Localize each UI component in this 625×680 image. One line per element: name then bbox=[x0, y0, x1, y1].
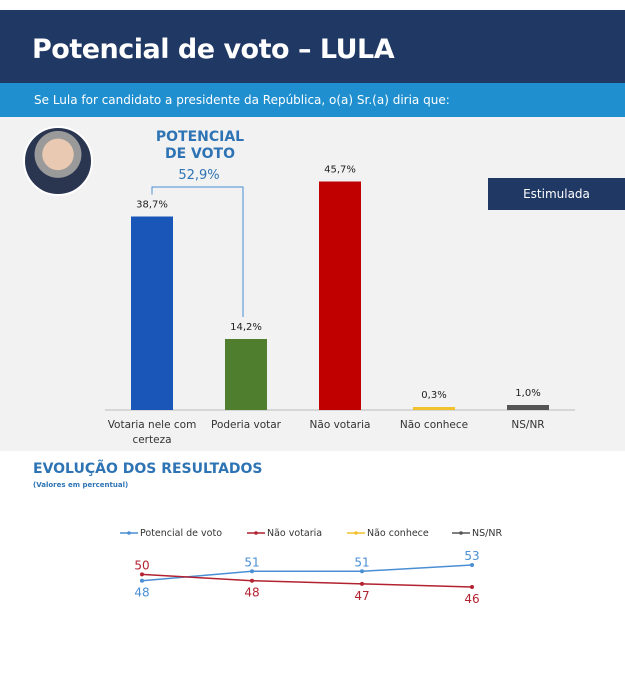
legend-label: Não votaria bbox=[267, 528, 322, 539]
legend-dot bbox=[127, 531, 131, 535]
value-label: 0,3% bbox=[421, 390, 446, 401]
point bbox=[470, 585, 474, 589]
x-tick-label: NS/NR bbox=[511, 419, 545, 431]
legend-label: Não conhece bbox=[367, 528, 429, 539]
line-chart-subtitle: (Valores em percentual) bbox=[33, 481, 129, 489]
data-label: 51 bbox=[354, 555, 369, 569]
bar bbox=[507, 405, 549, 410]
candidate-photo bbox=[23, 126, 93, 196]
x-tick-label: Não conhece bbox=[399, 419, 469, 431]
header-band bbox=[0, 10, 625, 83]
series-line bbox=[141, 573, 473, 588]
point bbox=[360, 569, 364, 574]
data-label: 51 bbox=[244, 555, 259, 569]
data-label: 53 bbox=[464, 549, 479, 563]
point bbox=[470, 563, 474, 567]
x-tick-label: Poderia votar bbox=[210, 419, 282, 431]
annotation-value: 52,9% bbox=[178, 168, 219, 183]
legend-label: NS/NR bbox=[472, 528, 502, 539]
page-title: Potencial de voto – LULA bbox=[32, 34, 395, 65]
bar bbox=[225, 339, 267, 410]
data-label: 50 bbox=[134, 558, 149, 572]
x-tick-label: Votaria nele com certeza bbox=[107, 419, 197, 446]
bar bbox=[319, 181, 361, 410]
data-label: 47 bbox=[354, 589, 369, 603]
point bbox=[140, 572, 144, 577]
legend-dot bbox=[254, 531, 258, 535]
page-subtitle: Se Lula for candidato a presidente da Re… bbox=[34, 93, 450, 107]
point bbox=[140, 578, 144, 583]
line-chart-title: EVOLUÇÃO DOS RESULTADOS bbox=[33, 461, 263, 477]
subtitle-band bbox=[0, 83, 625, 117]
legend-label: Potencial de voto bbox=[140, 528, 222, 539]
annotation-bracket bbox=[151, 186, 244, 317]
x-tick-label: Não votaria bbox=[309, 419, 371, 431]
bar bbox=[131, 216, 173, 410]
value-label: 38,7% bbox=[136, 200, 168, 211]
badge: Estimulada bbox=[488, 178, 625, 210]
value-label: 14,2% bbox=[230, 322, 262, 333]
data-label: 48 bbox=[134, 586, 149, 600]
series-line bbox=[141, 564, 473, 582]
value-label: 45,7% bbox=[324, 165, 356, 176]
chart-panel bbox=[0, 117, 625, 451]
point bbox=[250, 569, 254, 574]
data-label: 48 bbox=[244, 586, 259, 600]
bar bbox=[413, 407, 455, 410]
point bbox=[250, 578, 254, 583]
data-label: 46 bbox=[464, 592, 479, 606]
point bbox=[360, 581, 364, 586]
value-label: 1,0% bbox=[515, 388, 540, 399]
annotation-title: POTENCIAL DE VOTO bbox=[155, 129, 245, 162]
legend-dot bbox=[354, 531, 358, 535]
legend-dot bbox=[459, 531, 463, 535]
